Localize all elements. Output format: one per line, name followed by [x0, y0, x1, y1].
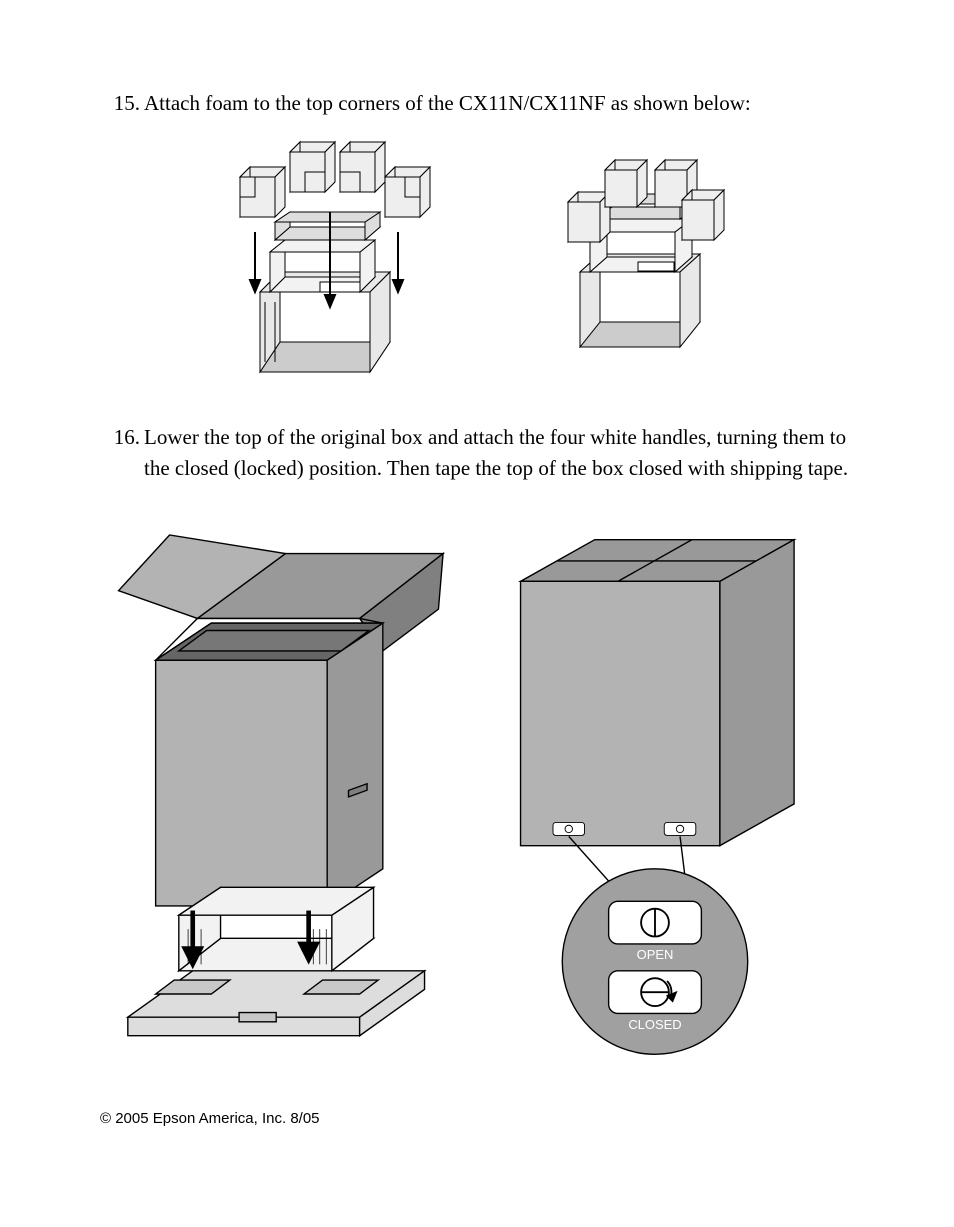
figure-row-box: OPEN CLOSED: [100, 510, 854, 1070]
step-15: 15. Attach foam to the top corners of th…: [100, 88, 854, 120]
step-number: 16.: [100, 422, 144, 454]
closed-label: CLOSED: [628, 1017, 681, 1032]
document-page: 15. Attach foam to the top corners of th…: [0, 0, 954, 1227]
open-label: OPEN: [636, 946, 673, 961]
step-text: Lower the top of the original box and at…: [144, 422, 854, 485]
figure-box-lowering: [100, 510, 462, 1070]
figure-row-foam: [180, 132, 854, 392]
figure-box-closed: OPEN CLOSED: [502, 510, 854, 1070]
step-text: Attach foam to the top corners of the CX…: [144, 88, 854, 120]
figure-foam-attach: [180, 132, 440, 392]
step-number: 15.: [100, 88, 144, 120]
figure-foam-installed: [520, 132, 750, 362]
step-16: 16. Lower the top of the original box an…: [100, 422, 854, 485]
copyright-text: © 2005 Epson America, Inc. 8/05: [100, 1110, 854, 1127]
